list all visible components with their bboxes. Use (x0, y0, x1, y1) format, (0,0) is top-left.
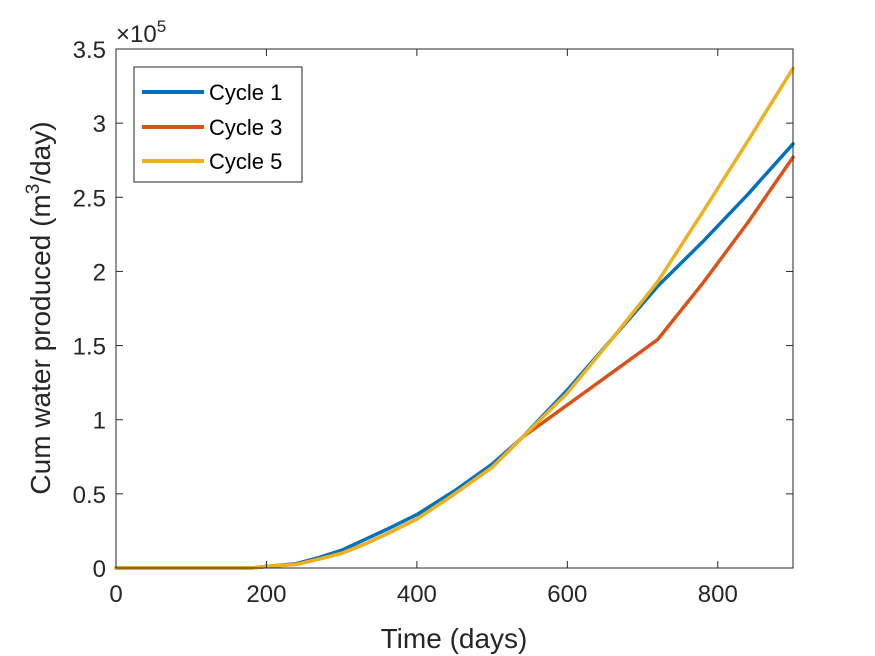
legend-label-cycle-3: Cycle 3 (209, 115, 282, 140)
series-line-cycle-5 (114, 66, 795, 570)
y-axis-label-sup: 3 (23, 184, 44, 195)
y-tick-label: 1 (93, 408, 106, 435)
x-tick-label: 600 (547, 581, 587, 608)
y-tick-label: 0 (93, 556, 106, 583)
plot-frame (115, 48, 794, 569)
x-tick-label: 0 (109, 581, 122, 608)
axis-ticks: 0 200 400 600 800 0 0.5 1 1.5 2 2.5 3 3.5 (73, 37, 793, 608)
y-multiplier-base: ×10 (116, 21, 157, 48)
y-tick-label: 2 (93, 259, 106, 286)
legend-label-cycle-5: Cycle 5 (209, 149, 282, 174)
y-tick-label: 3 (93, 111, 106, 138)
x-tick-label: 800 (698, 581, 738, 608)
x-tick-label: 400 (397, 581, 437, 608)
legend-label-cycle-1: Cycle 1 (209, 80, 282, 105)
y-axis-label-main: Cum water produced (m (25, 194, 56, 494)
legend: Cycle 1 Cycle 3 Cycle 5 (133, 66, 303, 183)
y-multiplier: ×105 (116, 17, 166, 48)
x-axis-label: Time (days) (381, 623, 528, 654)
series-lines (114, 66, 795, 570)
x-tick-label: 200 (246, 581, 286, 608)
y-multiplier-exponent: 5 (157, 17, 166, 36)
y-tick-label: 2.5 (73, 185, 106, 212)
y-tick-label: 0.5 (73, 482, 106, 509)
y-axis-label-tail: /day) (25, 121, 56, 183)
y-tick-label: 1.5 (73, 334, 106, 361)
y-tick-label: 3.5 (73, 37, 106, 64)
y-axis-label: Cum water produced (m3/day) (23, 121, 56, 494)
